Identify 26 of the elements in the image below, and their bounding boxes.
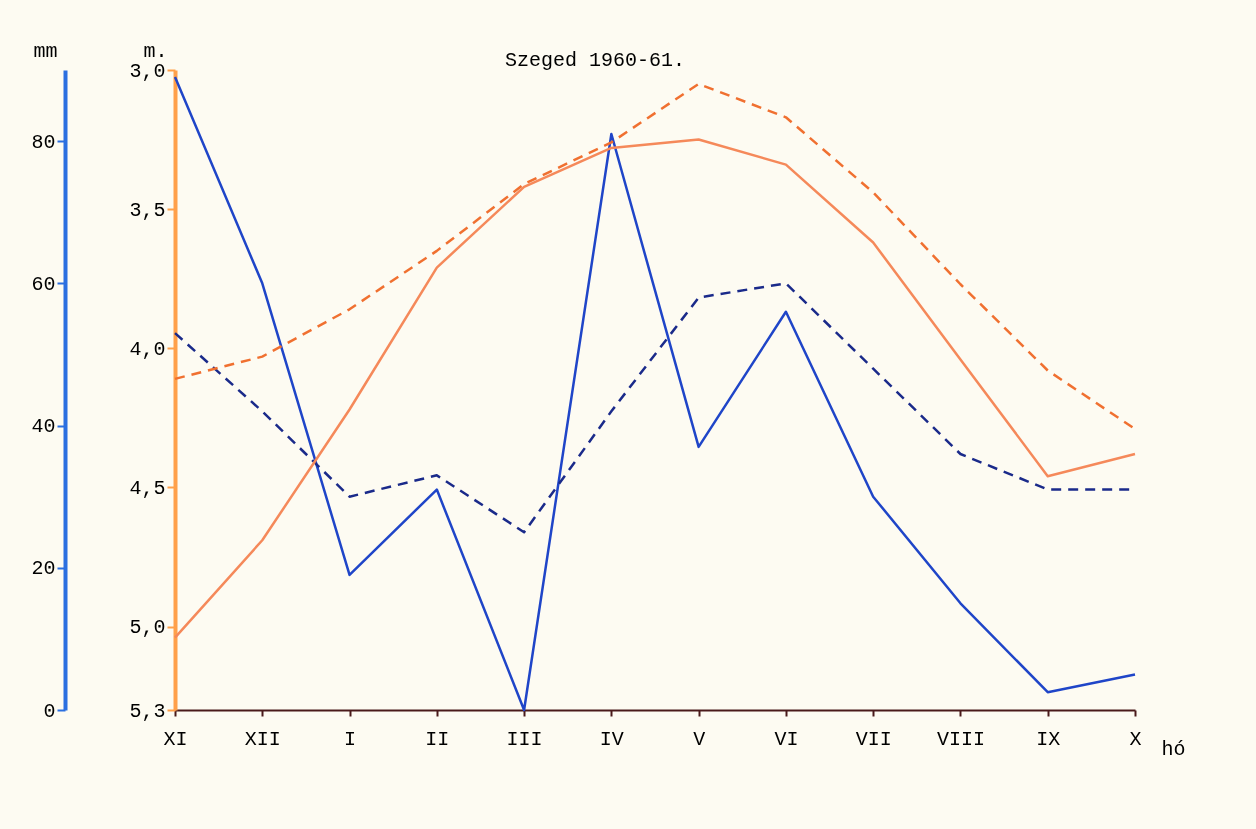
x-tick-label: IX — [1036, 727, 1061, 751]
y2-tick-label: 5,3 — [129, 699, 166, 723]
x-tick-label: VIII — [936, 727, 985, 751]
y2-tick-label: 5,0 — [129, 616, 166, 640]
x-tick-label: V — [693, 727, 706, 751]
chart-title: Szeged 1960-61. — [504, 49, 686, 72]
x-axis-title: hó — [1161, 737, 1186, 761]
y-tick-label: 20 — [31, 557, 56, 581]
x-tick-label: XI — [163, 727, 188, 751]
x-tick-label: I — [344, 727, 357, 751]
y2-tick-label: 4,0 — [129, 337, 166, 361]
y-tick-label: 80 — [31, 130, 56, 154]
y2-tick-label: 4,5 — [129, 476, 166, 500]
x-tick-label: XII — [244, 727, 281, 751]
y-tick-label: 0 — [43, 699, 56, 723]
y-tick-label: 60 — [31, 272, 56, 296]
y-tick-label: 40 — [31, 415, 56, 439]
x-tick-label: VII — [855, 727, 892, 751]
y2-tick-label: 3,5 — [129, 198, 166, 222]
x-tick-label: II — [425, 727, 450, 751]
x-tick-label: VI — [774, 727, 799, 751]
x-tick-label: IV — [599, 727, 624, 751]
y-axis-title: mm — [33, 39, 58, 63]
x-tick-label: III — [506, 727, 543, 751]
x-tick-label: X — [1129, 727, 1142, 751]
line-series — [173, 138, 1137, 639]
